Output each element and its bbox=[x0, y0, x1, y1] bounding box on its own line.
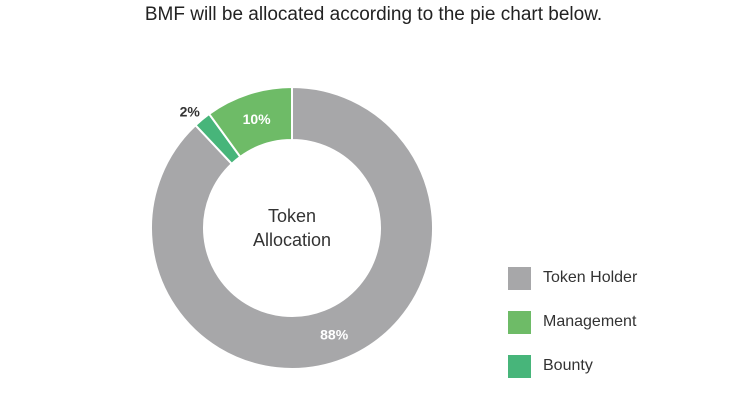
slice-management bbox=[207, 85, 293, 159]
legend: Token Holder Management Bounty bbox=[508, 256, 637, 388]
legend-swatch bbox=[508, 266, 531, 290]
data-label-token-holder: 88% bbox=[320, 326, 349, 342]
legend-label: Management bbox=[543, 313, 637, 330]
legend-label: Bounty bbox=[543, 357, 593, 374]
legend-swatch bbox=[508, 310, 531, 334]
legend-item-bounty: Bounty bbox=[508, 344, 637, 388]
slice-token-holder bbox=[150, 85, 434, 370]
data-label-bounty: 2% bbox=[180, 104, 201, 120]
legend-item-management: Management bbox=[508, 300, 637, 344]
center-label-line-2: Allocation bbox=[253, 230, 331, 250]
data-label-management: 10% bbox=[243, 111, 272, 127]
legend-item-token-holder: Token Holder bbox=[508, 256, 637, 300]
center-label-line-1: Token bbox=[268, 206, 316, 226]
chart-title: BMF will be allocated according to the p… bbox=[144, 4, 603, 25]
legend-label: Token Holder bbox=[543, 269, 638, 286]
legend-swatch bbox=[508, 354, 531, 378]
